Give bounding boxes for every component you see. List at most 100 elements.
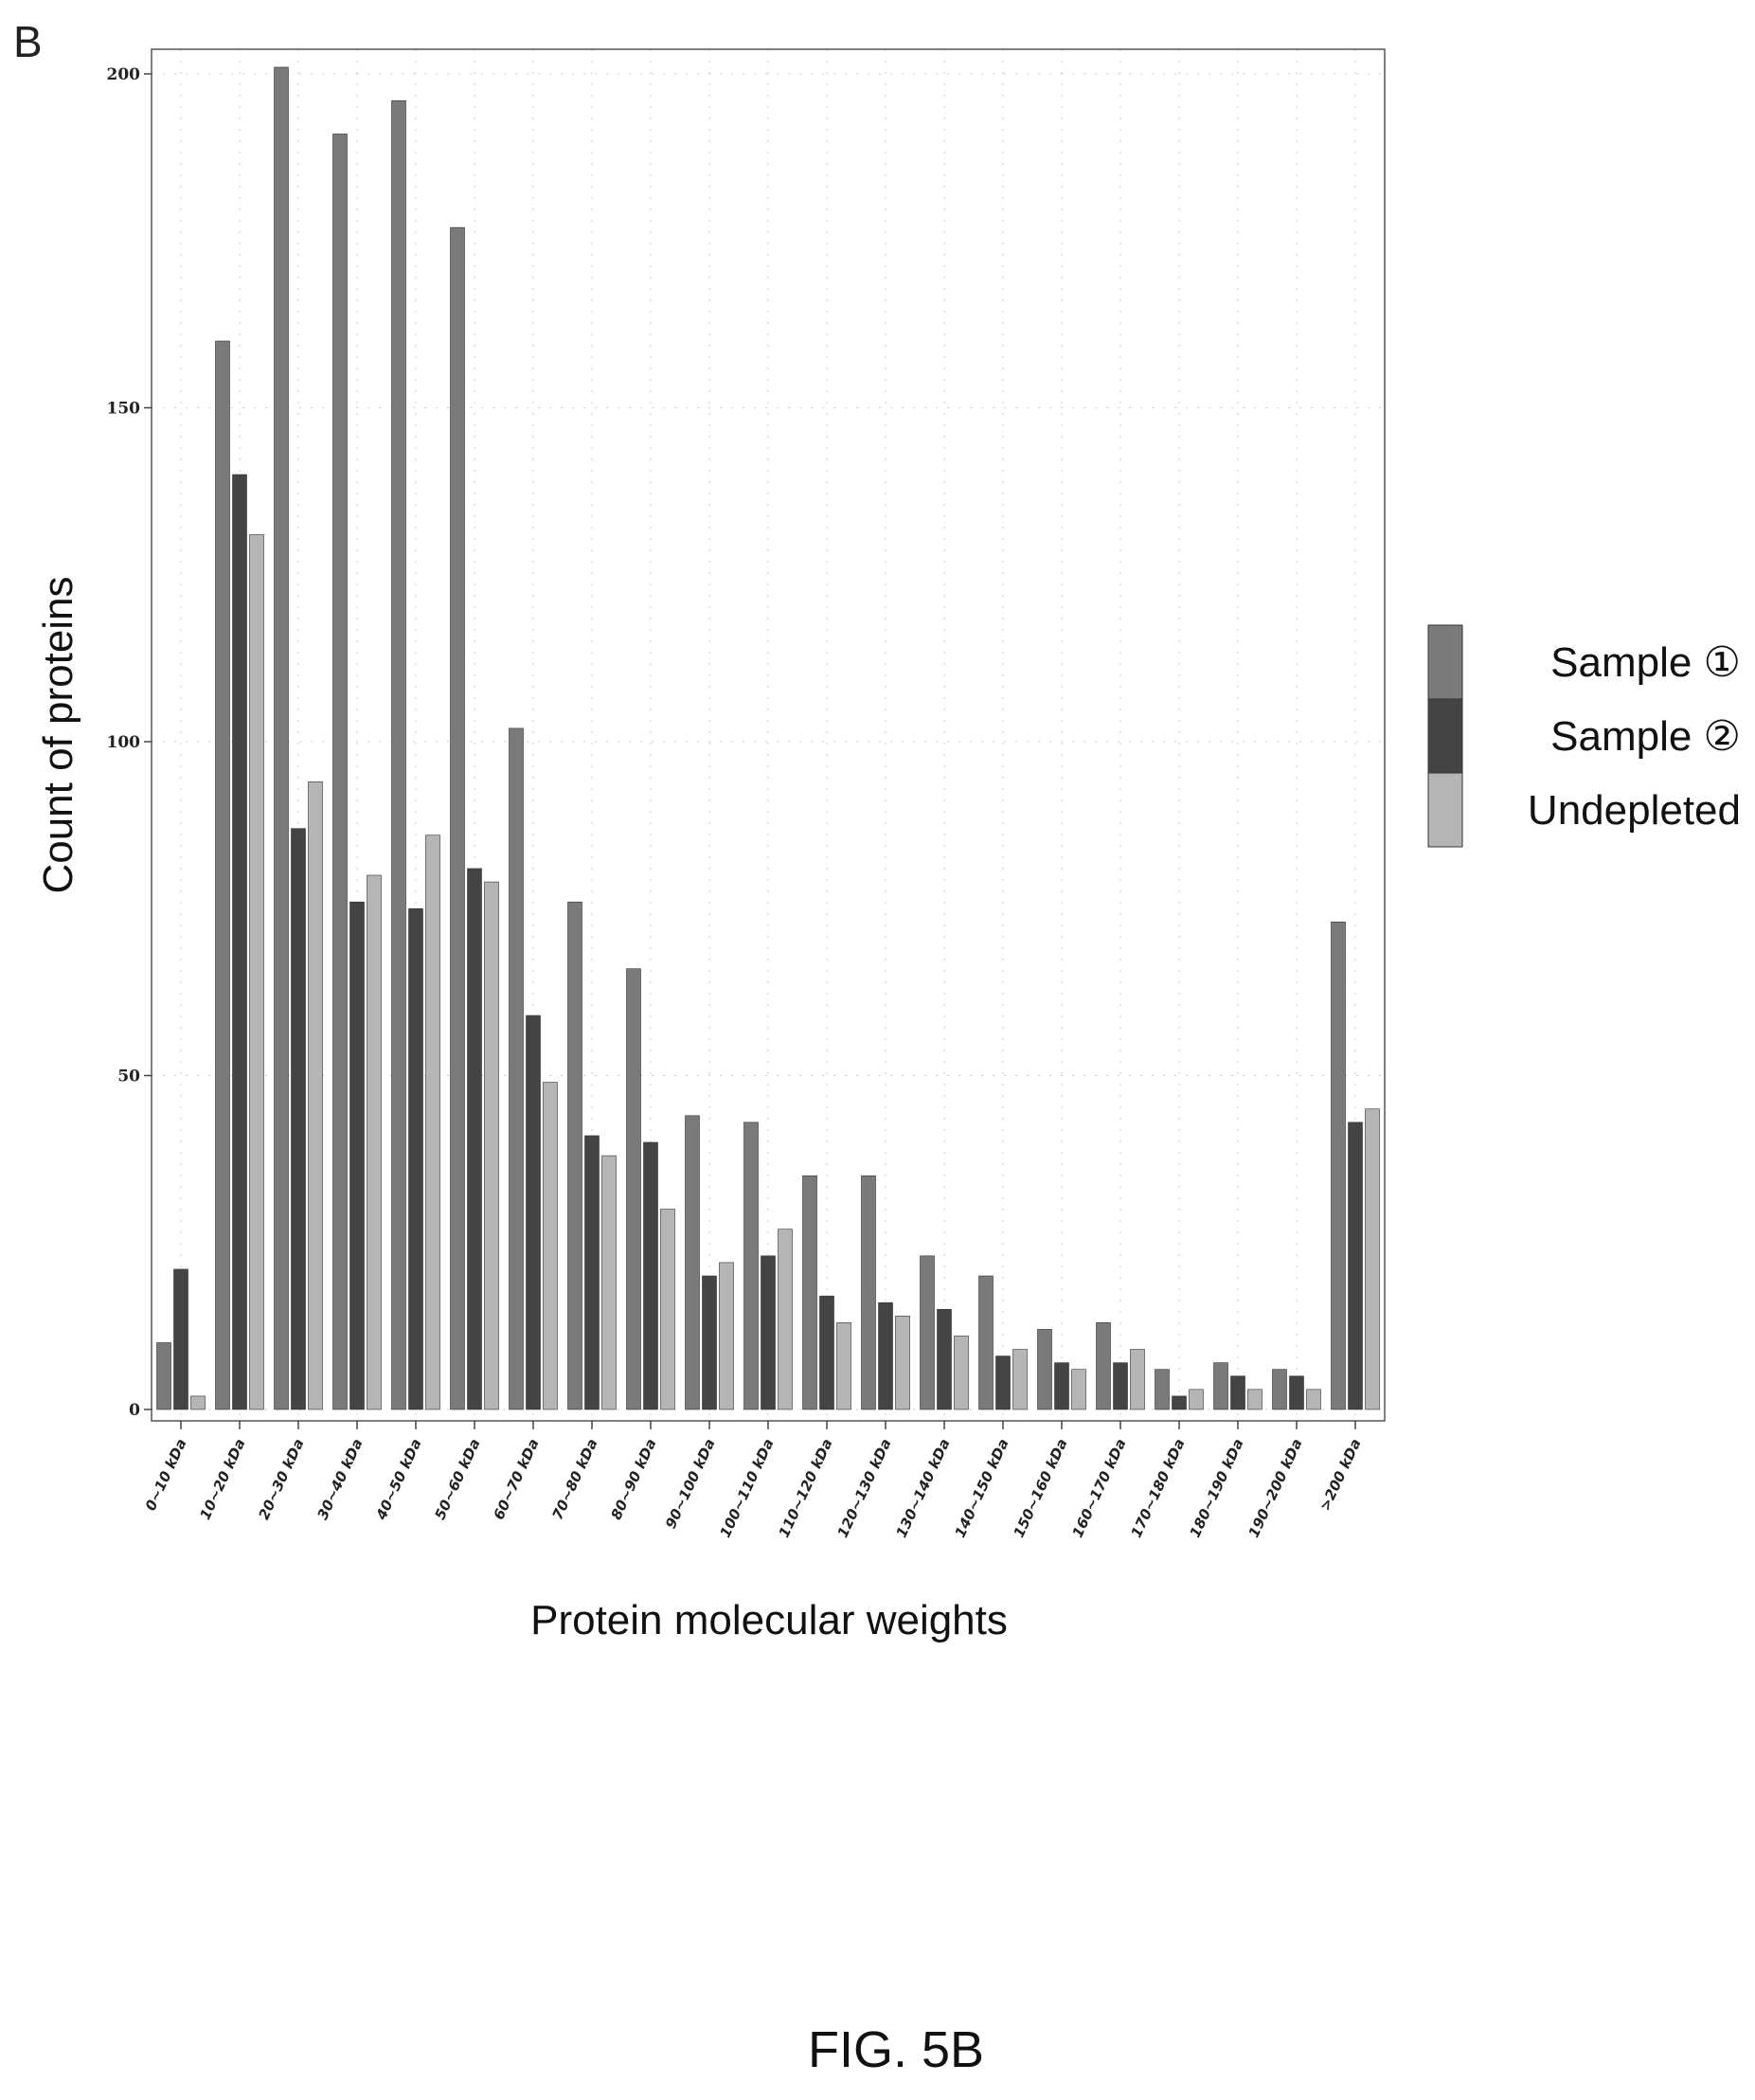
y-axis: 0 50 100 150 200 bbox=[107, 65, 152, 1420]
bar bbox=[978, 1275, 994, 1410]
bar bbox=[190, 1395, 206, 1410]
bar bbox=[685, 1115, 700, 1410]
grid-lines bbox=[152, 49, 1385, 1421]
legend-label: Sample ① bbox=[1550, 639, 1741, 686]
bar bbox=[601, 1155, 617, 1410]
x-tick-label: 50~60 kDa bbox=[431, 1436, 483, 1522]
bar bbox=[232, 474, 247, 1410]
x-tick-label: 150~160 kDa bbox=[1011, 1436, 1071, 1540]
x-tick-label: 140~150 kDa bbox=[952, 1436, 1012, 1540]
bar bbox=[274, 66, 289, 1410]
bar bbox=[467, 868, 482, 1410]
x-axis: 0~10 kDa 10~20 kDa 20~30 kDa 30~40 kDa 40~50… bbox=[142, 1421, 1365, 1540]
bar bbox=[1272, 1369, 1287, 1410]
bar bbox=[1037, 1329, 1052, 1410]
bar bbox=[367, 874, 382, 1410]
bar bbox=[660, 1209, 675, 1410]
bar bbox=[761, 1255, 776, 1410]
bar bbox=[861, 1175, 876, 1410]
y-tick-label: 100 bbox=[107, 733, 141, 752]
legend-key bbox=[1427, 772, 1463, 848]
bar bbox=[567, 901, 582, 1410]
bar bbox=[626, 968, 641, 1410]
bar bbox=[778, 1229, 793, 1410]
bar bbox=[895, 1316, 910, 1410]
bar bbox=[1096, 1322, 1111, 1410]
bar bbox=[1230, 1375, 1245, 1410]
bar bbox=[509, 727, 524, 1410]
bar bbox=[332, 134, 348, 1410]
bar bbox=[156, 1342, 171, 1410]
x-tick-label: 180~190 kDa bbox=[1187, 1436, 1247, 1540]
bar bbox=[954, 1336, 969, 1410]
bar bbox=[1172, 1395, 1187, 1410]
bar bbox=[308, 781, 323, 1410]
bar bbox=[1130, 1349, 1145, 1410]
y-tick-label: 150 bbox=[107, 400, 141, 419]
bar bbox=[450, 226, 465, 1410]
bar bbox=[1348, 1122, 1363, 1410]
bar bbox=[391, 99, 406, 1410]
x-tick-label: 190~200 kDa bbox=[1245, 1436, 1306, 1540]
bar bbox=[802, 1175, 817, 1410]
x-tick-label: 20~30 kDa bbox=[255, 1436, 307, 1522]
x-tick-label: 170~180 kDa bbox=[1128, 1436, 1189, 1540]
bar bbox=[836, 1322, 851, 1410]
y-tick-label: 50 bbox=[117, 1068, 140, 1086]
bar bbox=[408, 907, 423, 1410]
legend-key bbox=[1427, 698, 1463, 774]
x-tick-label: 10~20 kDa bbox=[196, 1436, 248, 1522]
bar bbox=[1113, 1362, 1128, 1410]
x-tick-label: 130~140 kDa bbox=[893, 1436, 954, 1540]
bar bbox=[702, 1275, 717, 1410]
figure-caption: FIG. 5B bbox=[808, 2021, 984, 2078]
bar bbox=[249, 534, 264, 1410]
legend: Sample ① Sample ② Undepleted bbox=[1427, 624, 1741, 848]
bar bbox=[643, 1141, 658, 1410]
bar bbox=[173, 1268, 188, 1410]
bar bbox=[584, 1135, 600, 1410]
bar bbox=[349, 901, 365, 1410]
bar bbox=[1155, 1369, 1170, 1410]
x-tick-label: 90~100 kDa bbox=[662, 1436, 719, 1532]
x-tick-label: 40~50 kDa bbox=[372, 1436, 425, 1523]
bar bbox=[1365, 1108, 1380, 1410]
bar bbox=[484, 881, 499, 1410]
legend-label: Sample ② bbox=[1550, 713, 1741, 760]
x-tick-label: 120~130 kDa bbox=[834, 1436, 895, 1540]
bar bbox=[878, 1301, 893, 1410]
bar bbox=[743, 1122, 759, 1410]
y-tick-label: 0 bbox=[129, 1401, 140, 1420]
y-axis-title: Count of proteins bbox=[35, 576, 81, 893]
legend-label: Undepleted bbox=[1528, 787, 1741, 834]
x-tick-label: 100~110 kDa bbox=[717, 1436, 778, 1540]
panel-letter: B bbox=[13, 17, 43, 66]
bar bbox=[1071, 1369, 1086, 1410]
bar bbox=[425, 835, 440, 1410]
x-tick-label: 30~40 kDa bbox=[313, 1436, 366, 1522]
bar bbox=[937, 1308, 952, 1410]
x-tick-label: 160~170 kDa bbox=[1069, 1436, 1130, 1540]
bar bbox=[1289, 1375, 1304, 1410]
bar bbox=[719, 1262, 734, 1410]
bar bbox=[1189, 1389, 1204, 1410]
y-tick-label: 200 bbox=[107, 65, 141, 84]
bar bbox=[526, 1014, 541, 1410]
bar bbox=[1213, 1362, 1228, 1410]
bar bbox=[1331, 922, 1346, 1410]
legend-key bbox=[1427, 624, 1463, 700]
x-tick-label: 60~70 kDa bbox=[490, 1436, 542, 1522]
x-axis-title: Protein molecular weights bbox=[530, 1597, 1008, 1643]
x-tick-label: 0~10 kDa bbox=[142, 1436, 190, 1514]
bar bbox=[291, 828, 306, 1410]
bar bbox=[1054, 1362, 1069, 1410]
bars bbox=[156, 66, 1380, 1410]
bar bbox=[1306, 1389, 1321, 1410]
bar bbox=[1012, 1349, 1028, 1410]
bar bbox=[543, 1082, 558, 1410]
x-tick-label: 70~80 kDa bbox=[548, 1436, 600, 1522]
x-tick-label: 110~120 kDa bbox=[776, 1436, 836, 1540]
x-tick-label: >200 kDa bbox=[1316, 1436, 1365, 1514]
bar bbox=[995, 1355, 1011, 1410]
